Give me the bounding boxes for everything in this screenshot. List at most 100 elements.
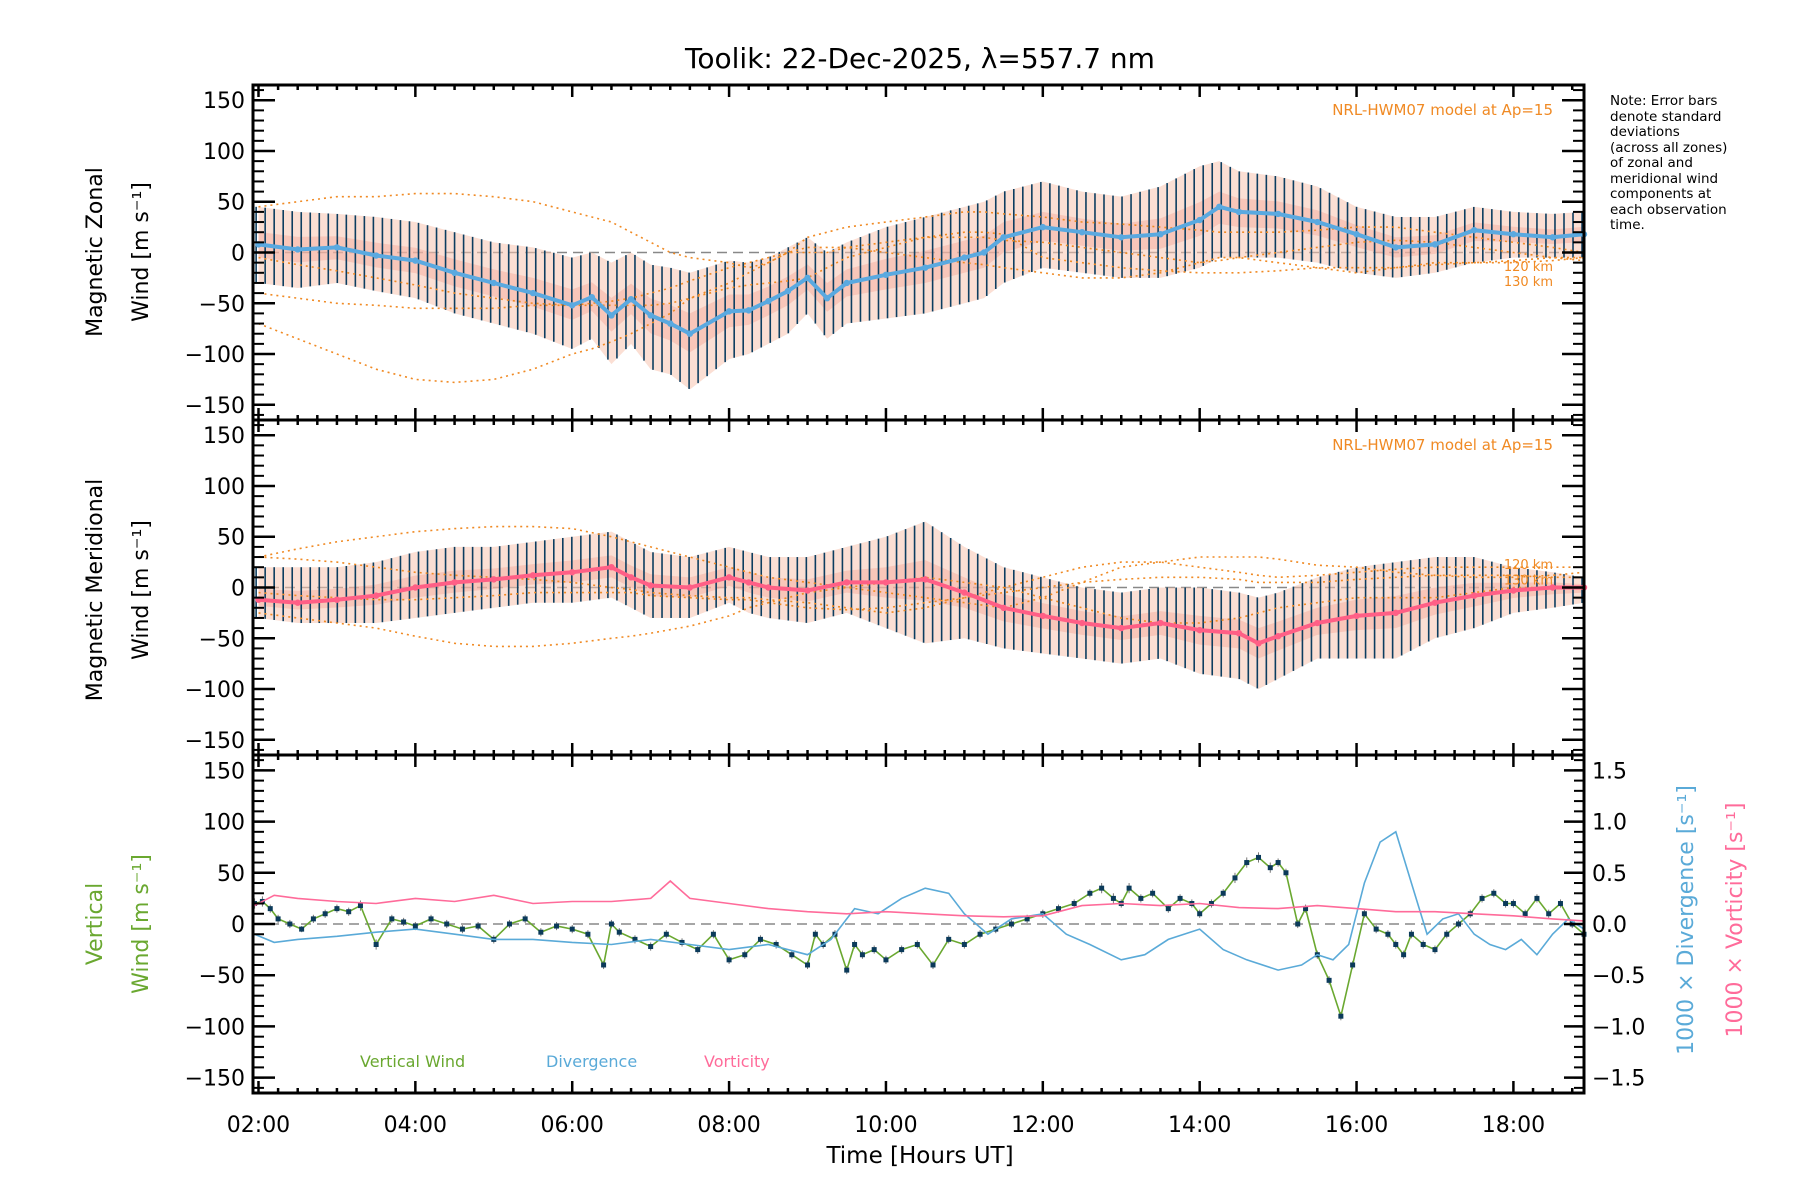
mean-wind-point: [843, 579, 850, 586]
mean-wind-point: [529, 289, 537, 297]
y-tick-label: −150: [185, 1067, 245, 1092]
right-axis-label-divergence: 1000 × Divergence [s⁻¹]: [1674, 785, 1699, 1055]
vertical-wind-point: [805, 962, 811, 968]
mean-wind-point: [1196, 216, 1203, 224]
vertical-wind-point: [538, 929, 544, 935]
series-vertical-wind: [254, 856, 1585, 1020]
y-label-meridional: Magnetic Meridional Wind [m s⁻¹]: [83, 479, 154, 701]
vertical-wind-point: [1408, 931, 1414, 937]
vertical-wind-point: [1197, 911, 1203, 917]
mean-wind-point: [627, 574, 635, 581]
vertical-wind-point: [1456, 921, 1462, 927]
mean-wind-point: [412, 584, 419, 591]
y-tick-label: −150: [185, 394, 245, 419]
model-curve-130-km: [258, 574, 1584, 611]
vertical-wind-point: [1024, 916, 1030, 922]
vertical-wind-point: [710, 931, 716, 937]
vertical-wind-point: [554, 923, 560, 929]
vertical-wind-point: [412, 923, 418, 929]
y-tick-label: −50: [199, 292, 245, 317]
mean-wind-point: [1235, 208, 1243, 216]
mean-wind-point: [1392, 609, 1399, 617]
vertical-wind-point: [267, 906, 273, 912]
mean-wind-point: [588, 293, 596, 301]
mean-wind-point: [372, 252, 380, 259]
y-tick-label: 150: [203, 424, 245, 449]
mean-wind-line: [258, 565, 1584, 646]
mean-wind-point: [608, 312, 615, 319]
model-label: NRL-HWM07 model at Ap=15: [1332, 436, 1553, 454]
y-tick-label: −150: [185, 729, 245, 754]
mean-wind-point: [1157, 231, 1164, 238]
vertical-wind-point: [616, 929, 622, 935]
vertical-wind-point: [663, 931, 669, 937]
note-line: deviations: [1610, 124, 1680, 140]
vertical-wind-point: [632, 936, 638, 942]
vertical-wind-point: [844, 967, 850, 973]
mean-wind-point: [725, 308, 733, 315]
mean-wind-point: [765, 298, 772, 305]
mean-wind-point: [725, 574, 733, 581]
x-tick-label: 12:00: [1011, 1113, 1074, 1138]
y-tick-label: −100: [185, 1015, 245, 1040]
y-tick-label: 100: [203, 475, 245, 500]
vertical-wind-point: [1503, 901, 1509, 907]
vertical-wind-point: [1361, 911, 1367, 917]
y-tick-label: −100: [185, 343, 245, 368]
vertical-wind-point: [373, 941, 379, 947]
right-axis-tick-label: −0.5: [1592, 964, 1645, 989]
vertical-wind-point: [1232, 875, 1238, 881]
mean-wind-point: [412, 257, 419, 264]
mean-wind-point: [823, 294, 831, 302]
vertical-wind-point: [1283, 870, 1289, 876]
mean-wind-point: [333, 244, 341, 251]
vertical-wind-point: [812, 931, 818, 937]
mean-wind-point: [765, 584, 772, 591]
vertical-wind-point: [961, 941, 967, 947]
mean-wind-point: [627, 295, 635, 303]
note-line: meridional wind: [1610, 170, 1719, 187]
vertical-wind-point: [601, 962, 607, 968]
right-axis-tick-label: 1.5: [1592, 759, 1627, 784]
note-line: each observation: [1610, 201, 1727, 218]
vertical-wind-point: [1510, 901, 1516, 907]
vertical-wind-point: [1295, 921, 1301, 927]
mean-wind-point: [294, 246, 301, 253]
model-label: NRL-HWM07 model at Ap=15: [1332, 101, 1553, 119]
mean-wind-point: [961, 589, 968, 596]
y-label-vertical: Vertical Wind [m s⁻¹]: [83, 854, 154, 994]
vertical-wind-point: [1177, 895, 1183, 901]
right-axis-tick-label: 0.0: [1592, 913, 1627, 938]
y-label-meridional-line1: Magnetic Meridional: [83, 479, 108, 701]
mean-wind-point: [1078, 228, 1086, 236]
mean-wind-point: [490, 576, 497, 583]
mean-wind-point: [1549, 584, 1556, 591]
vertical-wind-point: [789, 952, 795, 958]
vertical-wind-point: [1220, 890, 1226, 896]
vertical-wind-point: [1420, 941, 1426, 947]
y-tick-label: 50: [217, 526, 245, 551]
mean-wind-point: [1510, 587, 1517, 594]
vertical-wind-point: [648, 944, 654, 950]
right-axis-tick-label: −1.0: [1592, 1015, 1645, 1040]
mean-wind-point: [529, 572, 537, 579]
x-tick-label: 02:00: [227, 1113, 290, 1138]
vertical-wind-point: [1126, 885, 1132, 891]
mean-wind-point: [1470, 226, 1478, 234]
vertical-wind-point: [1071, 901, 1077, 907]
vertical-wind-point: [1326, 977, 1332, 983]
vertical-wind-point: [1256, 854, 1262, 860]
mean-wind-point: [745, 579, 752, 586]
error-bar-note: Note: Error bars denote standard deviati…: [1610, 93, 1790, 234]
y-tick-label: −50: [199, 627, 245, 652]
vertical-wind-point: [1138, 895, 1144, 901]
vertical-wind-point: [1208, 901, 1214, 907]
mean-wind-point: [980, 249, 988, 256]
mean-wind-point: [804, 587, 811, 594]
note-line: (across all zones): [1610, 139, 1728, 156]
model-curve-120-km: [258, 236, 1585, 307]
vertical-wind-point: [1385, 931, 1391, 937]
vertical-wind-point: [742, 952, 748, 958]
y-tick-label: 0: [231, 577, 245, 602]
